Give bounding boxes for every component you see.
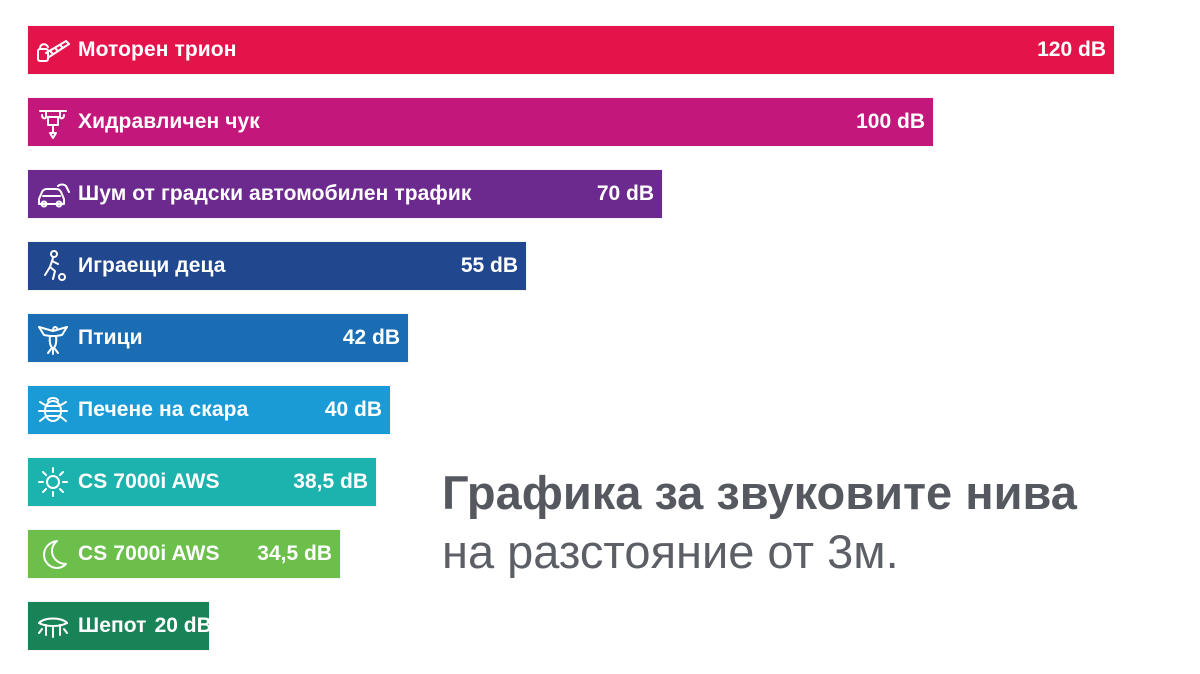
bar-label: Шепот: [78, 614, 147, 637]
bar-value-label: 34,5 dB: [257, 542, 332, 565]
bar-2: Хидравличен чук 100 dB: [28, 98, 933, 146]
bar-label: Играещи деца: [78, 254, 226, 277]
bar-7: CS 7000i AWS 38,5 dB: [28, 458, 376, 506]
bar-label: Птици: [78, 326, 143, 349]
bar-9: Шепот 20 dB: [28, 602, 212, 650]
bar-value-label: 70 dB: [596, 182, 654, 205]
bar-label: CS 7000i AWS: [78, 542, 220, 565]
moon-icon: [28, 530, 78, 578]
bar-5: Птици 42 dB: [28, 314, 408, 362]
bar-value-label: 20 dB: [154, 614, 212, 637]
bar-value-label: 55 dB: [460, 254, 518, 277]
bar-value-label: 42 dB: [342, 326, 400, 349]
bar-3: Шум от градски автомобилен трафик 70 dB: [28, 170, 662, 218]
chart-title: Графика за звуковите нива: [442, 466, 1077, 519]
bar-label: CS 7000i AWS: [78, 470, 220, 493]
sun-icon: [28, 458, 78, 506]
bar-value-label: 40 dB: [324, 398, 382, 421]
car-traffic-icon: [28, 170, 78, 218]
whisper-icon: [28, 602, 78, 650]
bar-value-label: 100 dB: [856, 110, 925, 133]
bar-8: CS 7000i AWS 34,5 dB: [28, 530, 340, 578]
bar-label: Моторен трион: [78, 38, 237, 61]
grill-icon: [28, 386, 78, 434]
bird-icon: [28, 314, 78, 362]
bar-label: Печене на скара: [78, 398, 249, 421]
bar-4: Играещи деца 55 dB: [28, 242, 526, 290]
bar-value-label: 120 dB: [1037, 38, 1106, 61]
bar-value-label: 38,5 dB: [293, 470, 368, 493]
jackhammer-icon: [28, 98, 78, 146]
chart-subtitle: на разстояние от 3м.: [442, 525, 899, 578]
playing-child-icon: [28, 242, 78, 290]
bar-6: Печене на скара 40 dB: [28, 386, 390, 434]
bar-1: Моторен трион 120 dB: [28, 26, 1114, 74]
chainsaw-icon: [28, 26, 78, 74]
bar-label: Хидравличен чук: [78, 110, 260, 133]
bar-label: Шум от градски автомобилен трафик: [78, 182, 472, 205]
chart-title-block: Графика за звуковите нива на разстояние …: [442, 462, 1077, 580]
